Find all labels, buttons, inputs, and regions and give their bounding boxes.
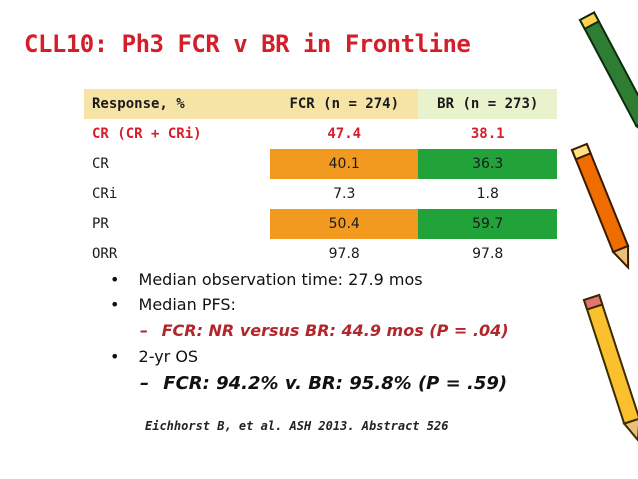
sub-bullet-text: FCR: NR versus BR: 44.9 mos (P = .04) (161, 321, 509, 340)
bullet-text: Median PFS: (138, 295, 236, 314)
br-value: 36.3 (418, 149, 557, 179)
table-row: CR (CR + CRi) 47.4 38.1 (84, 119, 557, 149)
bullet-dot: • (110, 347, 120, 366)
br-value: 59.7 (418, 209, 557, 239)
response-table: Response, % FCR (n = 274) BR (n = 273) C… (84, 89, 557, 269)
header-br: BR (n = 273) (418, 89, 557, 119)
fcr-value: 97.8 (328, 246, 360, 262)
dash-marker: – (140, 321, 148, 340)
bullet-dot: • (110, 270, 120, 289)
table-row: ORR 97.8 97.8 (84, 239, 557, 269)
sub-bullet-text: FCR: 94.2% v. BR: 95.8% (P = .59) (163, 373, 508, 394)
bullet-item: • 2-yr OS (110, 347, 198, 366)
table-header-row: Response, % FCR (n = 274) BR (n = 273) (84, 89, 557, 119)
bullet-item: • Median observation time: 27.9 mos (110, 270, 423, 289)
fcr-value: 40.1 (270, 149, 419, 179)
row-label: ORR (92, 246, 118, 262)
row-label: PR (92, 216, 109, 232)
table-row: CRi 7.3 1.8 (84, 179, 557, 209)
br-value: 38.1 (470, 126, 505, 142)
table-row: PR 50.4 59.7 (84, 209, 557, 239)
br-value: 1.8 (476, 186, 499, 202)
bullet-item: • Median PFS: (110, 295, 236, 314)
row-label: CRi (92, 186, 118, 202)
br-value: 97.8 (472, 246, 504, 262)
fcr-value: 47.4 (327, 126, 362, 142)
fcr-value: 50.4 (270, 209, 419, 239)
bullet-text: 2-yr OS (138, 347, 199, 366)
sub-bullet-item: – FCR: 94.2% v. BR: 95.8% (P = .59) (140, 373, 507, 394)
row-label: CR (92, 156, 109, 172)
sub-bullet-item: – FCR: NR versus BR: 44.9 mos (P = .04) (140, 321, 509, 340)
table-row: CR 40.1 36.3 (84, 149, 557, 179)
reference-citation: Eichhorst B, et al. ASH 2013. Abstract 5… (145, 419, 449, 433)
fcr-value: 7.3 (333, 186, 356, 202)
row-label: CR (CR + CRi) (92, 126, 202, 142)
slide-title: CLL10: Ph3 FCR v BR in Frontline (24, 30, 471, 58)
pencils-decoration-icon (570, 11, 638, 443)
bullet-dot: • (110, 295, 120, 314)
header-fcr: FCR (n = 274) (270, 89, 419, 119)
header-response: Response, % (84, 89, 270, 119)
dash-marker: – (140, 373, 149, 394)
bullet-text: Median observation time: 27.9 mos (138, 270, 423, 289)
